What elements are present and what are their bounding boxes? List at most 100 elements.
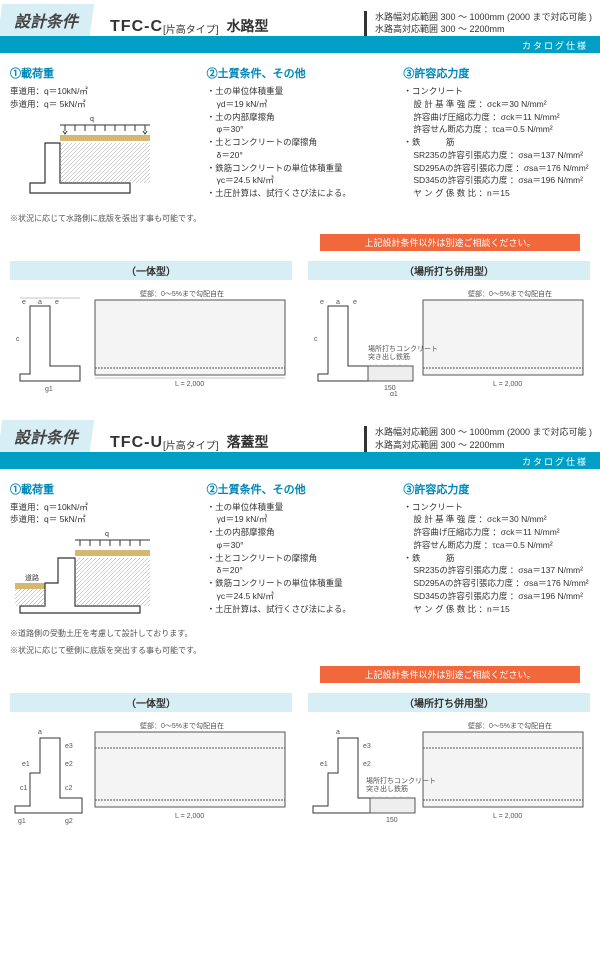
range-box-u: 水路幅対応範囲 300 〜 1000mm (2000 まで対応可能 ) 水路高対… (364, 426, 592, 451)
svg-text:g1: g1 (45, 386, 53, 393)
soil-c2: δ＝20° (207, 149, 394, 162)
svg-text:L = 2,000: L = 2,000 (493, 381, 522, 388)
svg-text:突き出し鉄筋: 突き出し鉄筋 (366, 784, 408, 793)
soil-a: ・土の単位体積重量 (207, 85, 394, 98)
svg-text:g1: g1 (18, 818, 26, 825)
svg-text:a: a (336, 729, 340, 736)
svg-text:150: 150 (386, 817, 398, 824)
title-badge: 設計条件 (0, 4, 94, 36)
fignote-c: ※状況に応じて水路側に底版を張出す事も可能です。 (0, 213, 600, 230)
svg-text:g1: g1 (390, 391, 398, 396)
load-line2: 歩道用：q＝ 5kN/㎡ (10, 98, 197, 111)
catalog-bar-u: カタログ仕様 (0, 454, 600, 469)
catalog-bar: カタログ仕様 (0, 38, 600, 53)
svg-text:c1: c1 (20, 785, 28, 792)
svg-text:e: e (55, 299, 59, 306)
variant-u: 落蓋型 (227, 432, 269, 452)
col-load: ①載荷重 車道用：q＝10kN/㎡ 歩道用：q＝ 5kN/㎡ q (10, 65, 197, 209)
header-row: 設計条件 TFC-C [片高タイプ] 水路型 水路幅対応範囲 300 〜 100… (0, 0, 600, 38)
soil-d: ・鉄筋コンクリートの単位体積重量 (207, 162, 394, 175)
svg-text:壁部：0〜5%まで勾配自在: 壁部：0〜5%まで勾配自在 (468, 721, 552, 730)
svg-text:e1: e1 (22, 761, 30, 768)
columns: ①載荷重 車道用：q＝10kN/㎡ 歩道用：q＝ 5kN/㎡ q (0, 53, 600, 213)
svg-text:e3: e3 (363, 743, 371, 750)
variant: 水路型 (227, 16, 269, 36)
section-tfc-c: 設計条件 TFC-C [片高タイプ] 水路型 水路幅対応範囲 300 〜 100… (0, 0, 600, 396)
soil-a2: γd＝19 kN/㎥ (207, 98, 394, 111)
col-soil: ②土質条件、その他 ・土の単位体積重量 γd＝19 kN/㎥ ・土の内部摩擦角 … (207, 65, 394, 209)
svg-text:e2: e2 (363, 761, 371, 768)
soil-b2: φ＝30° (207, 123, 394, 136)
road-label: 道路 (25, 573, 39, 582)
col2-title-u: ②土質条件、その他 (207, 481, 394, 497)
section-tfc-u: 設計条件 TFC-U [片高タイプ] 落蓋型 水路幅対応範囲 300 〜 100… (0, 416, 600, 829)
model-code: TFC-C (110, 18, 163, 36)
svg-text:場所打ちコンクリート: 場所打ちコンクリート (366, 776, 436, 785)
fignote-u2: ※状況に応じて壁側に底版を突出する事も可能です。 (0, 645, 600, 662)
svg-text:e: e (353, 299, 357, 306)
stress-r5: SD295Aの許容引張応力度 ：σsa＝176 N/mm² (403, 162, 590, 175)
cross-section-diagram-u: q 道路 (10, 528, 160, 618)
stress-r3: 許容せん断応力度 ：τca＝0.5 N/mm² (403, 123, 590, 136)
range2: 水路高対応範囲 300 〜 2200mm (375, 23, 592, 36)
subhead-row-u: （一体型） （場所打ち併用型） (0, 693, 600, 712)
svg-text:場所打ちコンクリート: 場所打ちコンクリート (368, 344, 438, 353)
subhead-a: （一体型） (10, 261, 292, 280)
columns-u: ①載荷重 車道用：q＝10kN/㎡ 歩道用：q＝ 5kN/㎡ q 道路 (0, 469, 600, 629)
svg-text:g2: g2 (65, 818, 73, 825)
stress-h1: ・コンクリート (403, 85, 590, 98)
load-line1: 車道用：q＝10kN/㎡ (10, 85, 197, 98)
fignote-u1: ※道路側の受動土圧を考慮して設計しております。 (0, 628, 600, 645)
subhead-a-u: （一体型） (10, 693, 292, 712)
svg-text:突き出し鉄筋: 突き出し鉄筋 (368, 352, 410, 361)
col2-title: ②土質条件、その他 (207, 65, 394, 81)
load-line1-u: 車道用：q＝10kN/㎡ (10, 501, 197, 514)
model-subtype: [片高タイプ] (163, 21, 219, 36)
soil-e: ・土圧計算は、試行くさび法による。 (207, 187, 394, 200)
subfig-row-u: 壁部：0〜5%まで勾配自在 a e3 e1 e2 c1 c2 g1 g2 L = 2,… (0, 712, 600, 828)
range1: 水路幅対応範囲 300 〜 1000mm (2000 まで対応可能 ) (375, 11, 592, 24)
svg-text:q: q (105, 531, 109, 538)
svg-text:q: q (90, 116, 94, 123)
svg-text:c2: c2 (65, 785, 73, 792)
subhead-b-u: （場所打ち併用型） (308, 693, 590, 712)
soil-b: ・土の内部摩擦角 (207, 111, 394, 124)
svg-text:e3: e3 (65, 743, 73, 750)
svg-text:L = 2,000: L = 2,000 (175, 813, 204, 820)
col-soil-u: ②土質条件、その他 ・土の単位体積重量 γd＝19 kN/㎥ ・土の内部摩擦角 … (207, 481, 394, 625)
soil-c: ・土とコンクリートの摩擦角 (207, 136, 394, 149)
svg-text:a: a (38, 729, 42, 736)
title-badge-u: 設計条件 (0, 420, 94, 452)
svg-text:a: a (336, 299, 340, 306)
cross-section-diagram-c: q (10, 113, 160, 203)
range1-u: 水路幅対応範囲 300 〜 1000mm (2000 まで対応可能 ) (375, 426, 592, 439)
orange-notice: 上記設計条件以外は別途ご相談ください。 (320, 234, 580, 251)
col-stress: ③許容応力度 ・コンクリート 設 計 基 準 強 度 ：σck＝30 N/mm²… (403, 65, 590, 209)
subfig-c-mono: 壁部：0〜5%まで勾配自在 eae c g1 L = 2,000 (10, 286, 292, 396)
wall-label: 壁部：0〜5%まで勾配自在 (140, 289, 224, 298)
stress-r7: ヤ ン グ 係 数 比 ：n＝15 (403, 187, 590, 200)
model-subtype-u: [片高タイプ] (163, 437, 219, 452)
svg-text:壁部：0〜5%まで勾配自在: 壁部：0〜5%まで勾配自在 (140, 721, 224, 730)
svg-text:e: e (320, 299, 324, 306)
subfig-row: 壁部：0〜5%まで勾配自在 e a e c g1 L = 2,000 壁部：0〜5%… (0, 280, 600, 396)
col3-title: ③許容応力度 (403, 65, 590, 81)
subfig-u-mono: 壁部：0〜5%まで勾配自在 a e3 e1 e2 c1 c2 g1 g2 L = 2,… (10, 718, 292, 828)
title-text-u: 設計条件 (14, 424, 78, 448)
svg-text:e1: e1 (320, 761, 328, 768)
model-code-u: TFC-U (110, 434, 163, 452)
col-stress-u: ③許容応力度 ・コンクリート 設 計 基 準 強 度 ：σck＝30 N/mm²… (403, 481, 590, 625)
col1-title-u: ①載荷重 (10, 481, 197, 497)
svg-text:c: c (16, 336, 20, 343)
stress-r2: 許容曲げ圧縮応力度 ：σck＝11 N/mm² (403, 111, 590, 124)
svg-text:壁部：0〜5%まで勾配自在: 壁部：0〜5%まで勾配自在 (468, 289, 552, 298)
svg-text:e2: e2 (65, 761, 73, 768)
svg-text:a: a (38, 299, 42, 306)
svg-text:L = 2,000: L = 2,000 (493, 813, 522, 820)
subfig-c-cast: 壁部：0〜5%まで勾配自在 場所打ちコンクリート 突き出し鉄筋 150 g1 e… (308, 286, 590, 396)
range-box: 水路幅対応範囲 300 〜 1000mm (2000 まで対応可能 ) 水路高対… (364, 11, 592, 36)
title-text: 設計条件 (14, 8, 78, 32)
subhead-row: （一体型） （場所打ち併用型） (0, 261, 600, 280)
load-line2-u: 歩道用：q＝ 5kN/㎡ (10, 513, 197, 526)
col3-title-u: ③許容応力度 (403, 481, 590, 497)
